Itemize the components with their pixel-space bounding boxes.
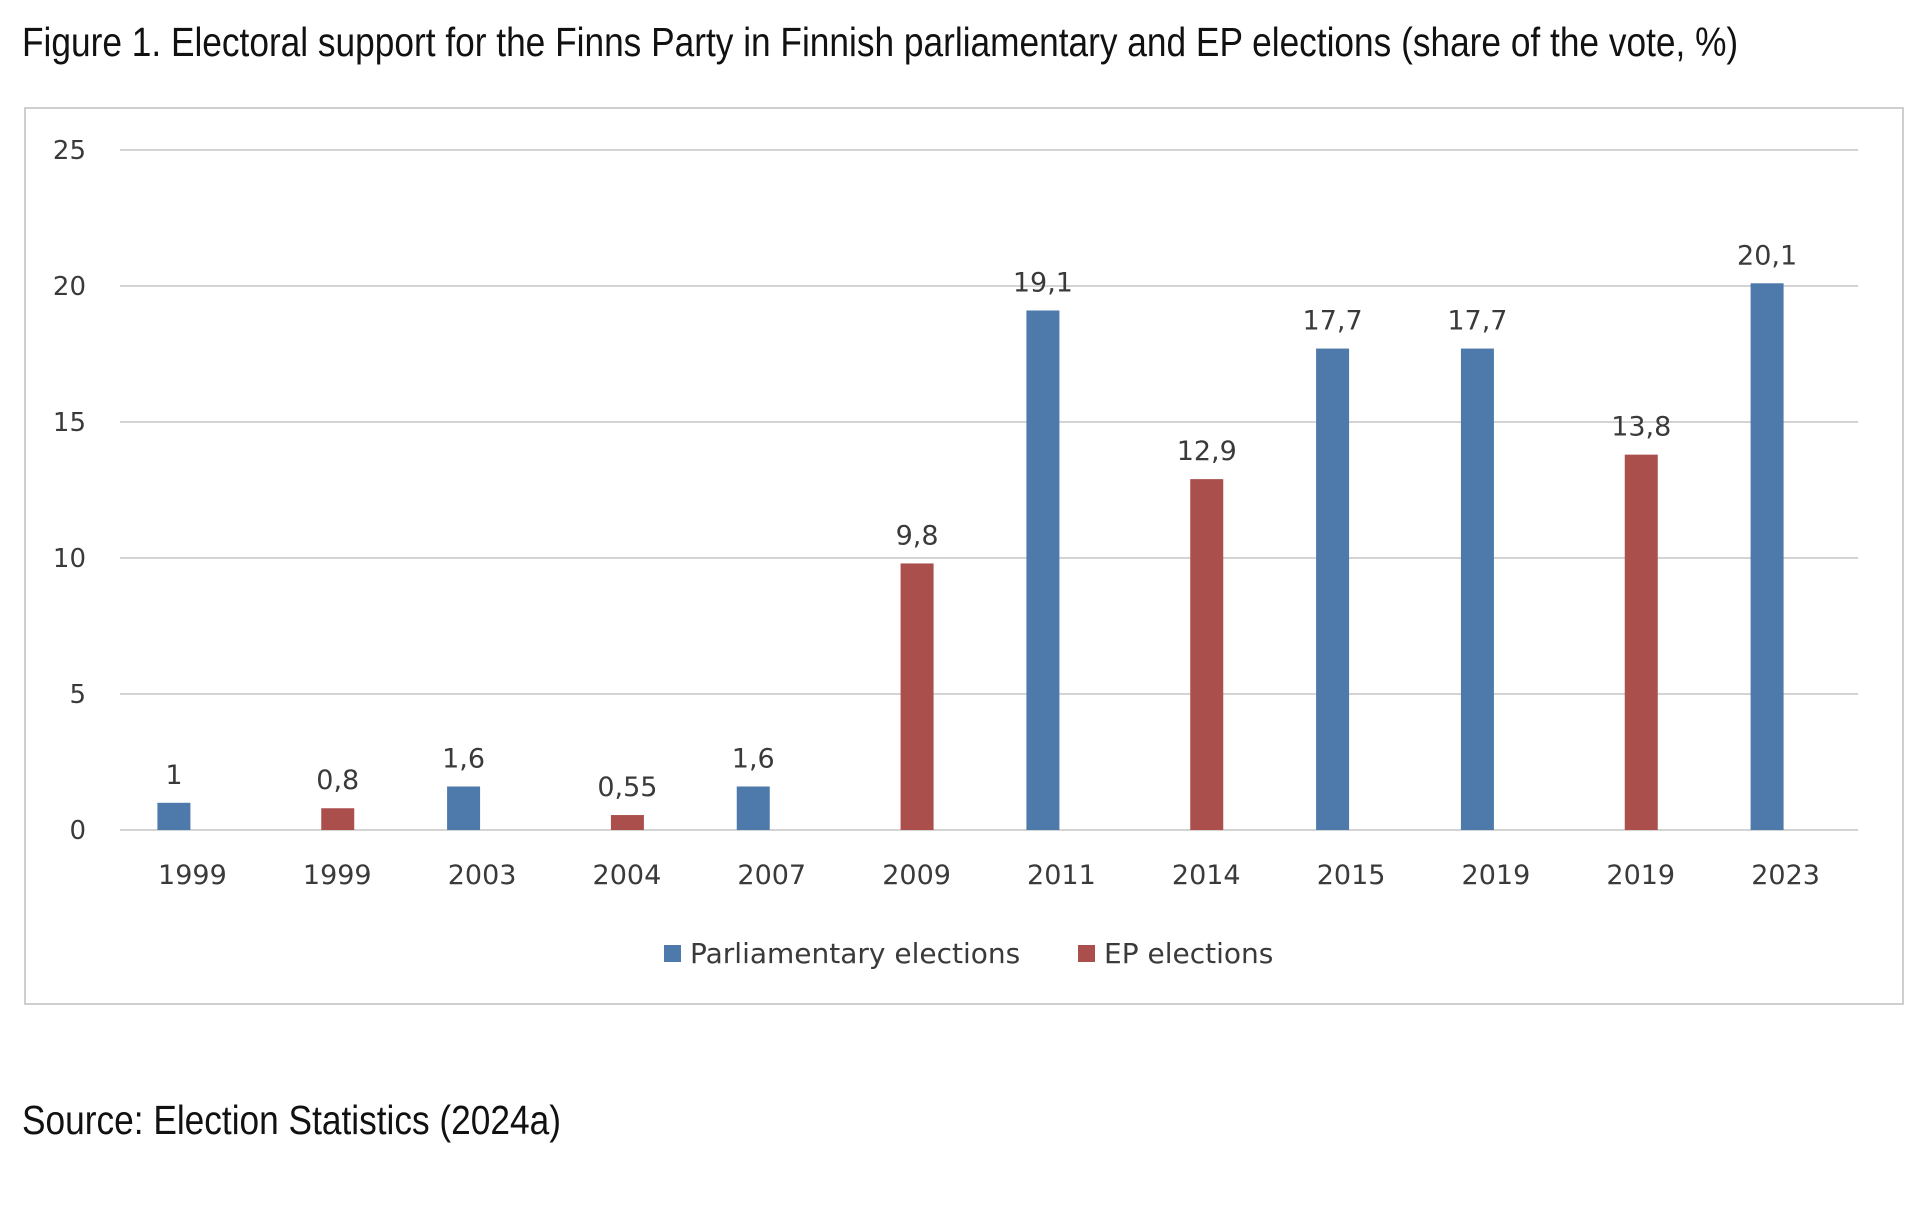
bar <box>736 786 770 830</box>
data-label: 17,7 <box>1303 306 1363 337</box>
y-tick-label: 0 <box>69 816 86 846</box>
legend: Parliamentary elections EP elections <box>664 937 1273 970</box>
x-tick-label: 2004 <box>593 860 662 891</box>
x-tick-label: 1999 <box>158 860 227 891</box>
y-tick-label: 25 <box>53 136 86 166</box>
y-axis-ticks: 0 5 10 15 20 25 <box>53 136 86 846</box>
x-tick-label: 2019 <box>1606 860 1675 891</box>
x-tick-label: 2009 <box>882 860 951 891</box>
y-tick-label: 10 <box>53 544 86 574</box>
bar-chart: 0 5 10 15 20 25 1 0,8 1,6 0,55 1,6 9,8 19,1 12,9 17,7… <box>53 136 1858 970</box>
bar <box>1750 283 1784 830</box>
y-tick-label: 15 <box>53 408 86 438</box>
x-axis-ticks: 1999 1999 2003 2004 2007 2009 2011 2014 2015 2019… <box>158 860 1820 891</box>
legend-label: Parliamentary elections <box>690 937 1020 970</box>
data-label: 1,6 <box>732 743 775 774</box>
bar <box>610 815 644 830</box>
data-label: 13,8 <box>1611 412 1671 443</box>
data-label: 20,1 <box>1737 240 1797 271</box>
data-label: 1 <box>165 760 182 791</box>
x-tick-label: 2019 <box>1462 860 1531 891</box>
x-tick-label: 2003 <box>448 860 517 891</box>
data-label: 1,6 <box>442 743 485 774</box>
data-label: 0,8 <box>316 765 359 796</box>
bar <box>447 786 481 830</box>
bar <box>1190 479 1224 830</box>
bar <box>157 802 191 830</box>
gridlines <box>120 149 1858 831</box>
x-tick-label: 1999 <box>303 860 372 891</box>
data-label: 17,7 <box>1447 306 1507 337</box>
data-label: 12,9 <box>1177 436 1237 467</box>
data-label: 9,8 <box>896 520 939 551</box>
chart-frame: 0 5 10 15 20 25 1 0,8 1,6 0,55 1,6 9,8 19,1 12,9 17,7… <box>24 107 1904 1005</box>
figure-title: Figure 1. Electoral support for the Finn… <box>22 19 1739 65</box>
y-tick-label: 5 <box>69 680 86 710</box>
bar <box>1624 454 1658 830</box>
data-labels: 1 0,8 1,6 0,55 1,6 9,8 19,1 12,9 17,7 17,7 13,8 20,… <box>165 240 1797 803</box>
bars <box>157 283 1784 830</box>
x-tick-label: 2014 <box>1172 860 1241 891</box>
bar <box>1316 348 1350 830</box>
source-note: Source: Election Statistics (2024a) <box>22 1097 561 1143</box>
legend-label: EP elections <box>1104 937 1273 970</box>
data-label: 19,1 <box>1013 267 1073 298</box>
bar <box>1460 348 1494 830</box>
x-tick-label: 2011 <box>1027 860 1096 891</box>
data-label: 0,55 <box>597 772 657 803</box>
bar <box>1026 310 1060 830</box>
x-tick-label: 2015 <box>1317 860 1386 891</box>
x-tick-label: 2007 <box>737 860 806 891</box>
legend-swatch <box>1078 945 1095 962</box>
bar <box>900 563 934 830</box>
x-tick-label: 2023 <box>1751 860 1820 891</box>
y-tick-label: 20 <box>53 272 86 302</box>
bar <box>321 808 355 830</box>
legend-swatch <box>664 945 681 962</box>
